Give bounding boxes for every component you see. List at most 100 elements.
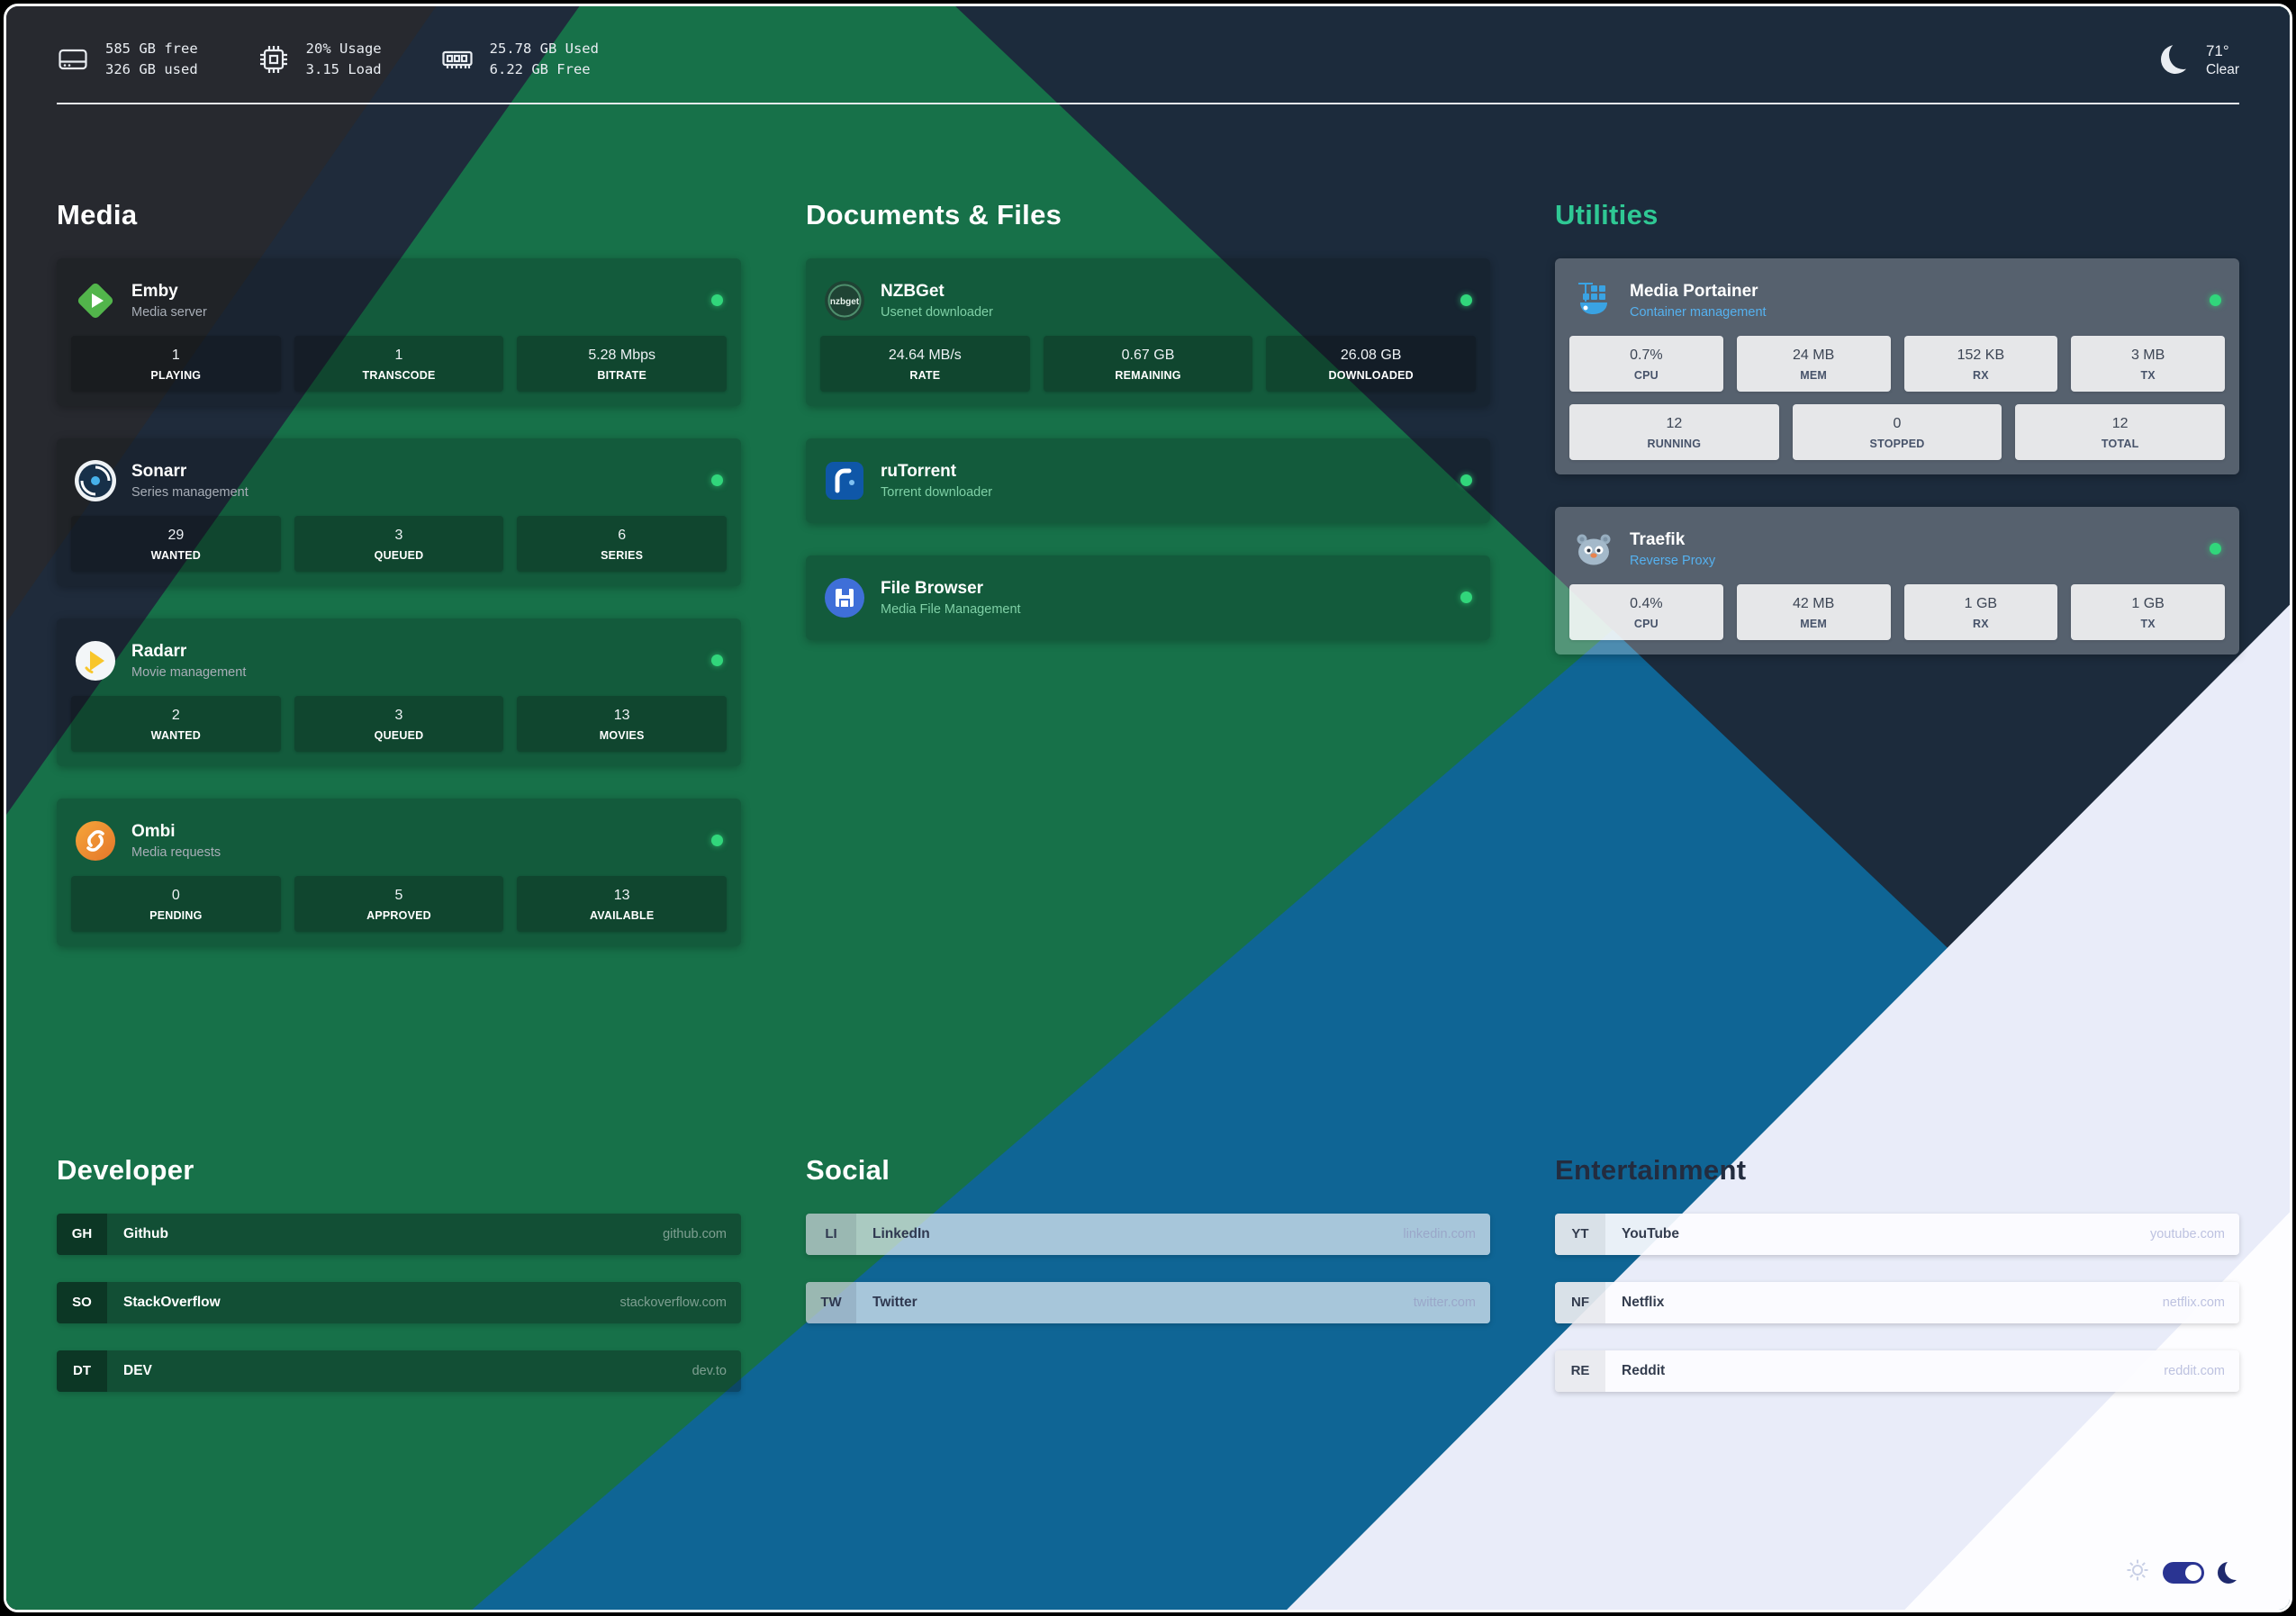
status-online-dot (1460, 294, 1472, 306)
stat-pending: 0 PENDING (71, 875, 281, 932)
card-header: ruTorrent Torrent downloader (820, 453, 1476, 509)
card-header: Radarr Movie management (71, 633, 727, 696)
card-header: Emby Media server (71, 273, 727, 336)
app-title: Traefik (1630, 529, 1686, 549)
disk-free-text: 585 GB free (105, 41, 198, 57)
app-card-traefik[interactable]: Traefik Reverse Proxy 0.4% CPU 42 MB MEM 1… (1555, 506, 2239, 655)
stat-wanted: 2 WANTED (71, 695, 281, 752)
stat-stopped: 0 STOPPED (1792, 403, 2002, 460)
status-online-dot (711, 655, 723, 666)
app-card-rutorrent[interactable]: ruTorrent Torrent downloader (806, 438, 1490, 523)
link-stackoverflow[interactable]: SO StackOverflow stackoverflow.com (57, 1281, 741, 1323)
link-linkedin[interactable]: LI LinkedIn linkedin.com (806, 1213, 1490, 1255)
card-header: Sonarr Series management (71, 453, 727, 516)
card-header: File Browser Media File Management (820, 570, 1476, 626)
theme-toggle[interactable] (2163, 1561, 2204, 1584)
cpu-icon (258, 43, 290, 76)
stats-row: 24.64 MB/s RATE 0.67 GB REMAINING 26.08 GB… (820, 335, 1477, 392)
traefik-icon (1573, 528, 1614, 570)
weather-temp: 71° (2205, 42, 2229, 60)
stat-series: 6 SERIES (517, 515, 728, 572)
system-stats: 585 GB free 326 GB used 20% Usage 3.15 L… (57, 39, 599, 81)
sonarr-icon (75, 459, 116, 501)
link-name: Twitter (872, 1294, 917, 1310)
stats-row: 0 PENDING 5 APPROVED 13 AVAILABLE (71, 875, 728, 932)
app-title: Media Portainer (1630, 281, 1758, 301)
stats-row-2: 12 RUNNING 0 STOPPED 12 TOTAL (1569, 403, 2226, 460)
stat-queued: 3 QUEUED (294, 695, 504, 752)
status-online-dot (1460, 591, 1472, 603)
app-card-filebrowser[interactable]: File Browser Media File Management (806, 555, 1490, 640)
stat-rx: 152 KB RX (1903, 335, 2058, 392)
app-card-radarr[interactable]: Radarr Movie management 2 WANTED 3 QUEUED … (57, 618, 741, 766)
youtube-badge: YT (1555, 1213, 1605, 1255)
memory-icon (441, 43, 474, 76)
app-title: File Browser (881, 578, 984, 598)
stat-wanted: 29 WANTED (71, 515, 281, 572)
stat-mem: 24 MB MEM (1736, 335, 1891, 392)
card-header: Media Portainer Container management (1569, 273, 2225, 336)
app-card-emby[interactable]: Emby Media server 1 PLAYING 1 TRANSCODE 5.… (57, 257, 741, 406)
disk-used-text: 326 GB used (105, 61, 198, 78)
cpu-load-text: 3.15 Load (305, 61, 382, 78)
stat-mem: 42 MB MEM (1736, 583, 1891, 640)
link-reddit[interactable]: RE Reddit reddit.com (1555, 1350, 2239, 1392)
app-subtitle: Media File Management (881, 601, 1021, 617)
status-online-dot (711, 474, 723, 486)
app-card-portainer[interactable]: Media Portainer Container management 0.7… (1555, 257, 2239, 474)
app-title: Ombi (131, 821, 176, 841)
apps-grid: Media Emby Media server 1 PLAYING (57, 199, 2239, 979)
link-domain: github.com (663, 1226, 727, 1241)
svg-text:nzbget: nzbget (830, 297, 860, 307)
stats-row: 2 WANTED 3 QUEUED 13 MOVIES (71, 695, 728, 752)
disk-stats: 585 GB free 326 GB used (57, 39, 198, 81)
sun-icon (2126, 1558, 2149, 1586)
link-domain: youtube.com (2149, 1226, 2225, 1241)
section-title-media: Media (57, 198, 138, 230)
link-name: Reddit (1622, 1362, 1666, 1378)
status-online-dot (2210, 543, 2221, 555)
status-online-dot (1460, 474, 1472, 486)
link-github[interactable]: GH Github github.com (57, 1213, 741, 1255)
link-name: LinkedIn (872, 1225, 930, 1241)
app-subtitle: Movie management (131, 664, 247, 680)
app-title: NZBGet (881, 281, 945, 301)
stat-total: 12 TOTAL (2015, 403, 2226, 460)
link-name: Github (123, 1225, 168, 1241)
app-card-sonarr[interactable]: Sonarr Series management 29 WANTED 3 QUEUE… (57, 438, 741, 586)
section-entertainment: Entertainment YT YouTube youtube.com NF … (1555, 1154, 2239, 1419)
link-name: Netflix (1622, 1294, 1665, 1310)
link-name: StackOverflow (123, 1294, 221, 1310)
section-title-social: Social (806, 1153, 890, 1186)
stats-row: 1 PLAYING 1 TRANSCODE 5.28 Mbps BITRATE (71, 335, 728, 392)
stackoverflow-badge: SO (57, 1281, 107, 1323)
link-netflix[interactable]: NF Netflix netflix.com (1555, 1281, 2239, 1323)
link-twitter[interactable]: TW Twitter twitter.com (806, 1281, 1490, 1323)
weather-widget: 71° Clear (2161, 41, 2239, 78)
app-subtitle: Container management (1630, 304, 1767, 320)
rutorrent-icon (824, 460, 865, 501)
app-subtitle: Reverse Proxy (1630, 553, 1716, 568)
app-subtitle: Torrent downloader (881, 484, 993, 500)
app-card-nzbget[interactable]: nzbget NZBGet Usenet downloader 24.64 MB… (806, 257, 1490, 406)
hard-drive-icon (57, 43, 89, 76)
ram-free-text: 6.22 GB Free (489, 61, 591, 78)
section-title-utilities: Utilities (1555, 198, 1659, 230)
link-domain: stackoverflow.com (619, 1295, 727, 1310)
netflix-badge: NF (1555, 1281, 1605, 1323)
stat-bitrate: 5.28 Mbps BITRATE (517, 335, 728, 392)
section-title-entertainment: Entertainment (1555, 1153, 1747, 1186)
app-title: Sonarr (131, 461, 187, 481)
section-documents: Documents & Files nzbget NZBGet Usenet d… (806, 199, 1490, 979)
stats-row: 29 WANTED 3 QUEUED 6 SERIES (71, 515, 728, 572)
app-title: Radarr (131, 641, 187, 661)
stat-rx: 1 GB RX (1903, 583, 2058, 640)
app-subtitle: Media server (131, 304, 207, 320)
stat-tx: 1 GB TX (2071, 583, 2225, 640)
reddit-badge: RE (1555, 1350, 1605, 1392)
link-youtube[interactable]: YT YouTube youtube.com (1555, 1213, 2239, 1255)
app-card-ombi[interactable]: Ombi Media requests 0 PENDING 5 APPROVED 1… (57, 798, 741, 946)
link-domain: twitter.com (1413, 1295, 1476, 1310)
topbar-divider (57, 102, 2239, 104)
link-dev[interactable]: DT DEV dev.to (57, 1350, 741, 1392)
